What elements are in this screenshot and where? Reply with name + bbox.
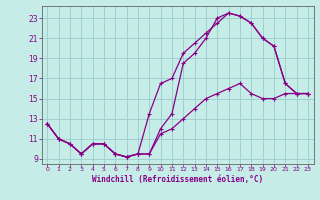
X-axis label: Windchill (Refroidissement éolien,°C): Windchill (Refroidissement éolien,°C)	[92, 175, 263, 184]
